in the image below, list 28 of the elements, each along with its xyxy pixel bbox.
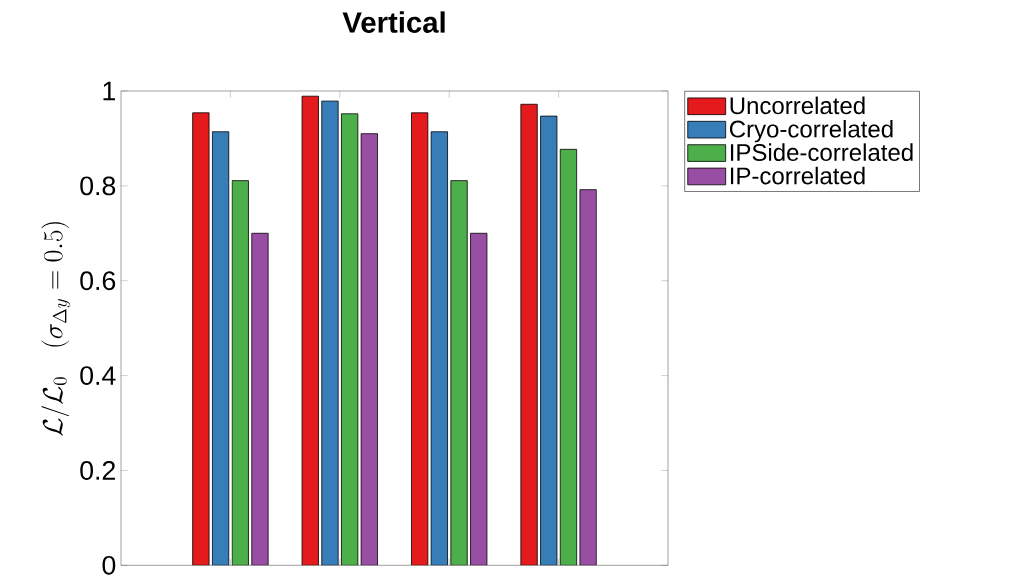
y-tick-label: 0.6	[80, 271, 116, 291]
y-tick-label: 0	[102, 555, 116, 575]
bar	[360, 133, 378, 566]
bar	[321, 100, 339, 566]
legend-label: Cryo-correlated	[729, 119, 893, 143]
y-tick-label: 1	[103, 81, 115, 101]
bar	[520, 103, 538, 566]
bar	[559, 148, 578, 566]
bar	[341, 113, 359, 566]
y-tick-label: 0.4	[80, 366, 116, 386]
bar	[430, 131, 448, 566]
chart-title: Vertical	[342, 11, 445, 33]
legend-label: IPSide-correlated	[730, 143, 913, 161]
bar	[211, 131, 230, 566]
bar	[540, 115, 558, 566]
bar	[192, 112, 210, 566]
bar	[231, 180, 249, 566]
y-tick-label: 0.2	[80, 461, 115, 480]
bar	[470, 232, 488, 566]
legend-label: IP-correlated	[730, 166, 865, 185]
bar	[411, 112, 429, 566]
legend-label: Uncorrelated	[730, 96, 865, 115]
y-axis-title: $\mathcal{L}/\mathcal{L}_0 \quad (\sigma_{\Delta y} = 0.5)$	[41, 222, 71, 436]
bar	[579, 189, 597, 566]
bar	[450, 180, 468, 566]
y-tick-label: 0.8	[80, 176, 116, 196]
bar	[301, 95, 319, 566]
bar	[251, 232, 269, 566]
